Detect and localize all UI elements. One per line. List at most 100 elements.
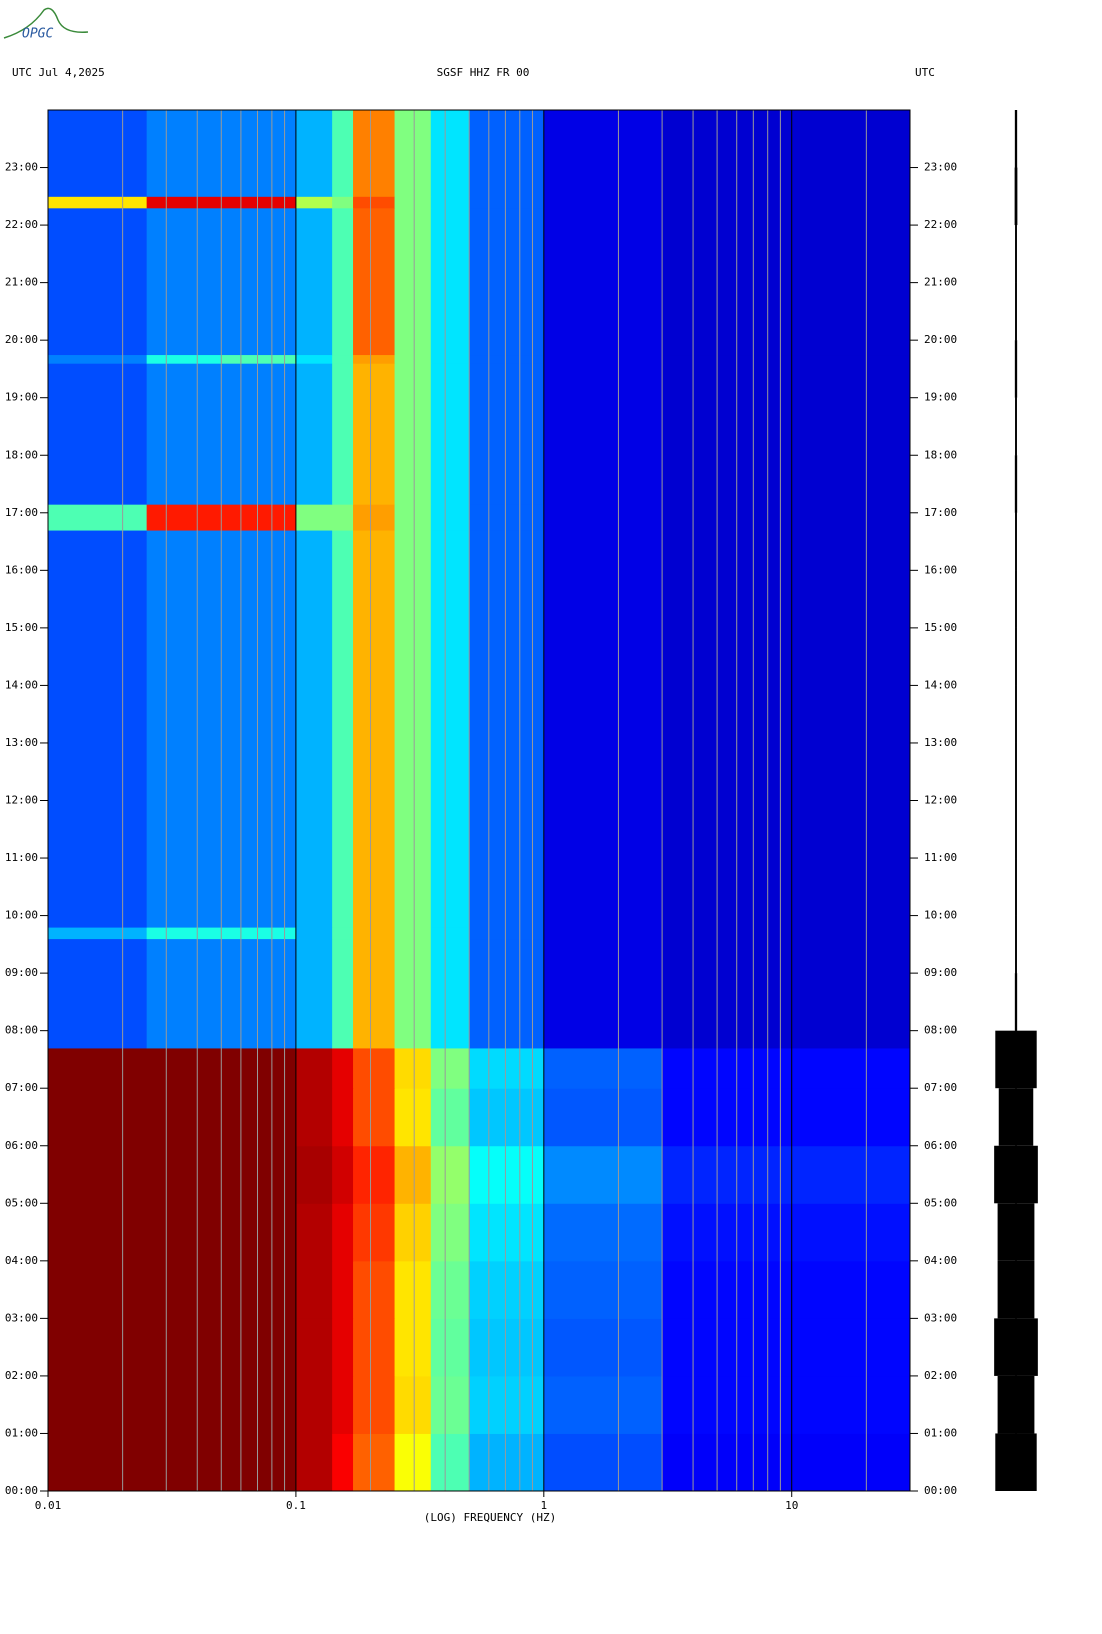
heat-cell (543, 1088, 663, 1147)
heat-cell (469, 1088, 545, 1147)
heat-cell (430, 1260, 470, 1319)
y-tick-label: 03:00 (5, 1311, 38, 1324)
y-tick-label-right: 05:00 (924, 1196, 957, 1209)
heat-cell (332, 530, 354, 928)
heat-cell (295, 927, 333, 940)
heat-cell (146, 1375, 222, 1434)
y-tick-label: 13:00 (5, 736, 38, 749)
heat-cell (295, 1145, 333, 1204)
heat-cell (394, 927, 432, 940)
heat-cell (48, 1260, 148, 1319)
heat-cell (662, 1203, 911, 1262)
trace-envelope (1014, 110, 1018, 168)
heat-cell (221, 1375, 297, 1434)
heat-cell (430, 938, 470, 1049)
heat-cell (221, 530, 297, 928)
heat-cell (221, 1145, 297, 1204)
heat-cell (469, 207, 545, 356)
heat-cell (543, 938, 663, 1049)
heat-cell (353, 1375, 396, 1434)
heat-cell (430, 363, 470, 505)
heat-cell (48, 1375, 148, 1434)
heat-cell (221, 504, 297, 531)
heat-cell (332, 1145, 354, 1204)
heat-cell (394, 1260, 432, 1319)
heat-cell (332, 354, 354, 364)
y-tick-label: 10:00 (5, 909, 38, 922)
heat-cell (430, 1433, 470, 1492)
heat-cell (394, 530, 432, 928)
heat-cell (295, 196, 333, 209)
heat-cell (662, 1047, 911, 1089)
y-tick-label-right: 22:00 (924, 218, 957, 231)
heat-cell (332, 927, 354, 940)
heat-cell (430, 1375, 470, 1434)
heat-cell (469, 504, 545, 531)
heat-cell (332, 938, 354, 1049)
heat-cell (430, 1047, 470, 1089)
heat-cell (394, 354, 432, 364)
heat-cell (430, 196, 470, 209)
trace-envelope (994, 1318, 1038, 1376)
heat-cell (48, 1088, 148, 1147)
heat-cell (295, 1203, 333, 1262)
trace-envelope (1015, 512, 1017, 571)
heat-cell (146, 110, 222, 197)
title-right: UTC (915, 66, 935, 79)
y-tick-label-right: 04:00 (924, 1254, 957, 1267)
heat-cell (146, 354, 222, 364)
heat-cell (353, 1088, 396, 1147)
trace-envelope (997, 1375, 1035, 1434)
heat-cell (221, 1047, 297, 1089)
heat-cell (394, 1433, 432, 1492)
y-tick-label-right: 20:00 (924, 333, 957, 346)
heat-cell (394, 1318, 432, 1377)
heat-cell (430, 927, 470, 940)
heat-cell (469, 1260, 545, 1319)
heat-cell (332, 1047, 354, 1089)
heat-cell (394, 1145, 432, 1204)
heat-cell (48, 363, 148, 505)
heat-cell (543, 110, 663, 197)
trace-envelope (1015, 570, 1017, 628)
heat-cell (394, 110, 432, 197)
y-tick-label-right: 11:00 (924, 851, 957, 864)
heat-cell (662, 354, 911, 364)
heat-cell (353, 354, 396, 364)
y-tick-label: 16:00 (5, 563, 38, 576)
heat-cell (662, 363, 911, 505)
heat-cell (543, 1433, 663, 1492)
trace-envelope (1015, 858, 1017, 916)
trace-envelope (1014, 167, 1018, 226)
trace-envelope (997, 1203, 1035, 1261)
heat-cell (221, 1088, 297, 1147)
x-tick-label: 1 (540, 1499, 547, 1512)
heat-cell (332, 1433, 354, 1492)
heat-cell (662, 196, 911, 209)
heat-cell (295, 1318, 333, 1377)
y-tick-label: 05:00 (5, 1196, 38, 1209)
heat-cell (430, 1318, 470, 1377)
y-tick-label-right: 17:00 (924, 506, 957, 519)
heat-cell (146, 1088, 222, 1147)
heat-cell (353, 1433, 396, 1492)
heat-cell (662, 938, 911, 1049)
y-tick-label: 07:00 (5, 1081, 38, 1094)
heat-cell (430, 1145, 470, 1204)
heat-cell (48, 1145, 148, 1204)
heat-cell (221, 1318, 297, 1377)
heat-cell (469, 1145, 545, 1204)
heat-cell (48, 110, 148, 197)
heat-cell (662, 1088, 911, 1147)
heat-cell (332, 1203, 354, 1262)
heat-cell (295, 1375, 333, 1434)
heat-cell (353, 196, 396, 209)
heat-cell (48, 196, 148, 209)
heat-cell (146, 530, 222, 928)
heat-cell (221, 354, 297, 364)
heat-cell (353, 110, 396, 197)
y-tick-label-right: 18:00 (924, 448, 957, 461)
y-tick-label: 15:00 (5, 621, 38, 634)
heat-cell (469, 1047, 545, 1089)
